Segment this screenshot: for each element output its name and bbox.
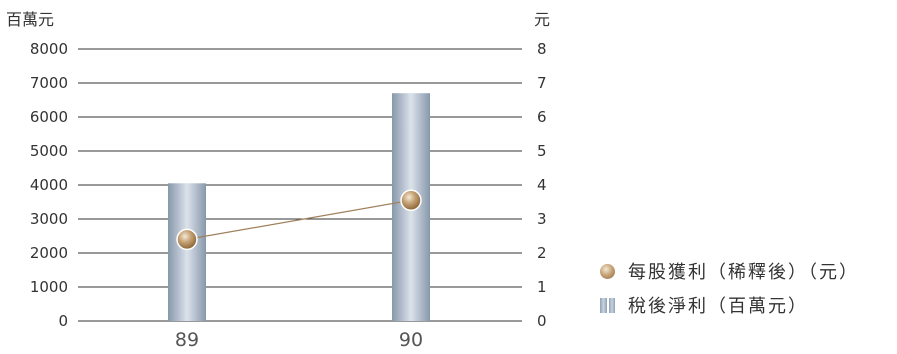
y-left-tick-label: 3000 bbox=[30, 210, 68, 228]
x-tick-label: 90 bbox=[399, 329, 423, 351]
y-right-tick-label: 1 bbox=[537, 278, 547, 296]
bar-swatch-icon bbox=[600, 297, 615, 313]
y-left-tick-label: 2000 bbox=[30, 244, 68, 262]
legend: 每股獲利（稀釋後）（元） 稅後淨利（百萬元） bbox=[600, 254, 896, 322]
y-right-tick-label: 0 bbox=[537, 312, 547, 330]
y-left-tick-label: 4000 bbox=[30, 176, 68, 194]
eps-line bbox=[186, 199, 412, 240]
y-left-tick-label: 1000 bbox=[30, 278, 68, 296]
legend-item-net-income: 稅後淨利（百萬元） bbox=[600, 288, 896, 322]
y-left-tick-label: 8000 bbox=[30, 40, 68, 58]
x-tick-label: 89 bbox=[175, 329, 199, 351]
y-left-unit-label: 百萬元 bbox=[6, 10, 54, 29]
y-left-tick-label: 6000 bbox=[30, 108, 68, 126]
legend-label-eps: 每股獲利（稀釋後）（元） bbox=[628, 262, 859, 283]
y-right-tick-label: 4 bbox=[537, 176, 547, 194]
y-left-tick-label: 0 bbox=[58, 312, 68, 330]
eps-point bbox=[176, 228, 198, 251]
y-left-tick-label: 5000 bbox=[30, 142, 68, 160]
y-right-tick-label: 6 bbox=[537, 108, 547, 126]
y-right-unit-label: 元 bbox=[534, 10, 550, 29]
y-right-tick-label: 7 bbox=[537, 74, 547, 92]
bar bbox=[168, 183, 206, 321]
y-right-tick-label: 5 bbox=[537, 142, 547, 160]
y-left-tick-label: 7000 bbox=[30, 74, 68, 92]
y-right-tick-label: 3 bbox=[537, 210, 547, 228]
y-right-tick-label: 8 bbox=[537, 40, 547, 58]
y-right-tick-label: 2 bbox=[537, 244, 547, 262]
eps-point bbox=[400, 189, 422, 212]
sphere-marker-icon bbox=[600, 263, 615, 279]
legend-label-net-income: 稅後淨利（百萬元） bbox=[628, 296, 808, 317]
legend-item-eps: 每股獲利（稀釋後）（元） bbox=[600, 254, 896, 288]
